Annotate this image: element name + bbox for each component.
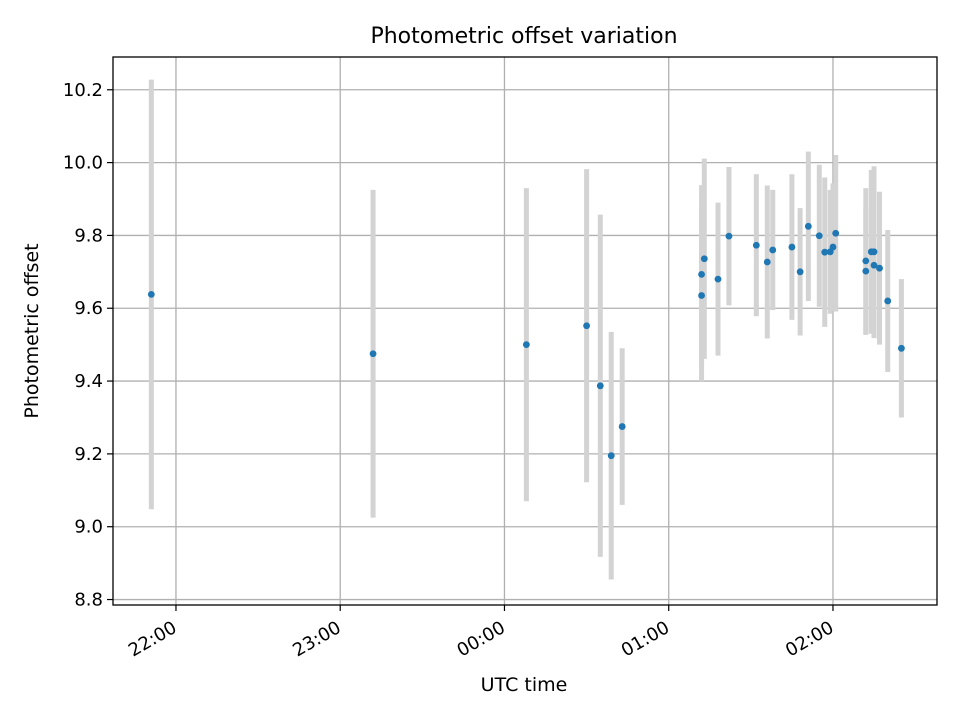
- y-tick-label: 10.2: [63, 80, 103, 101]
- data-point: [815, 232, 823, 240]
- y-tick-label: 9.6: [74, 298, 103, 319]
- data-point: [752, 241, 760, 249]
- data-point: [618, 423, 626, 430]
- data-point: [898, 344, 905, 352]
- data-point: [829, 243, 837, 251]
- data-point: [583, 322, 590, 330]
- x-tick-label: 23:00: [289, 617, 344, 661]
- x-tick-label: 00:00: [454, 617, 509, 661]
- y-tick-label: 9.2: [74, 444, 103, 465]
- x-tick-label: 22:00: [125, 617, 180, 661]
- data-point: [147, 291, 155, 298]
- y-axis-ticks: 8.8 9.0 9.2 9.4 9.6 9.8 10.0 10.2: [63, 80, 113, 611]
- data-points: [147, 222, 905, 460]
- data-point: [876, 264, 883, 272]
- data-point: [832, 229, 840, 237]
- data-point: [522, 341, 530, 349]
- data-point: [870, 261, 878, 269]
- errorbars: [148, 79, 904, 580]
- plot-frame: [112, 56, 938, 606]
- y-tick-label: 10.0: [63, 153, 103, 174]
- data-point: [698, 270, 705, 278]
- x-axis-label: UTC time: [481, 674, 568, 696]
- data-point: [369, 350, 377, 358]
- y-tick-label: 8.8: [74, 590, 103, 611]
- y-tick-label: 9.4: [74, 371, 103, 392]
- data-point: [596, 382, 604, 390]
- x-axis-ticks: 22:00 23:00 00:00 01:00 02:00: [125, 605, 837, 661]
- chart-title: Photometric offset variation: [370, 24, 677, 49]
- y-tick-label: 9.8: [74, 225, 103, 246]
- data-point: [804, 222, 812, 230]
- data-point: [870, 248, 878, 256]
- y-axis-label: Photometric offset: [21, 243, 43, 418]
- data-point: [714, 275, 722, 283]
- data-point: [884, 297, 892, 305]
- data-point: [700, 255, 708, 263]
- x-tick-label: 01:00: [618, 617, 673, 661]
- data-point: [862, 257, 870, 265]
- data-point: [862, 267, 870, 275]
- data-point: [698, 292, 705, 299]
- x-tick-label: 02:00: [782, 617, 837, 661]
- data-point: [788, 243, 796, 251]
- y-tick-label: 9.0: [74, 517, 103, 538]
- data-point: [796, 268, 804, 276]
- data-point: [607, 452, 615, 460]
- data-point: [821, 248, 829, 256]
- data-point: [763, 258, 771, 266]
- data-point: [769, 246, 777, 254]
- data-point: [725, 232, 733, 240]
